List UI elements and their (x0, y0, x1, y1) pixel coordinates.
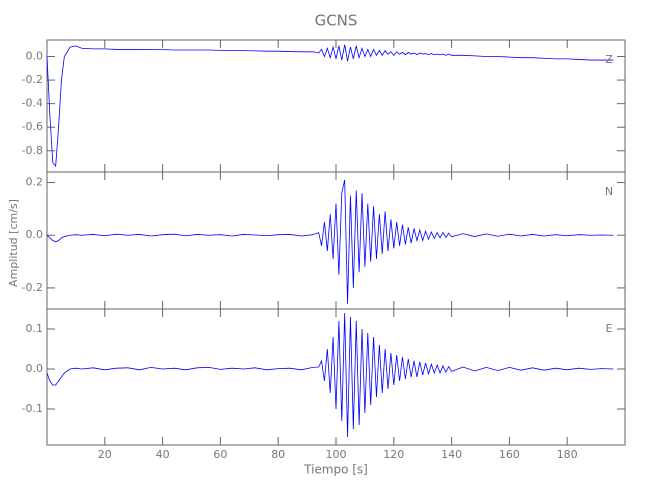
trace (46, 312, 614, 438)
y-tick-label: -0.6 (22, 120, 43, 133)
x-axis-label: Tiempo [s] (303, 463, 368, 477)
panel-frame (46, 308, 626, 446)
y-tick-label: 0.1 (26, 322, 44, 335)
y-tick-label: -0.2 (22, 281, 43, 294)
y-tick-label: -0.8 (22, 144, 43, 157)
x-tick-label: 100 (326, 448, 347, 461)
y-tick-label: 0.2 (26, 176, 44, 189)
y-tick-label: -0.4 (22, 97, 43, 110)
x-tick-label: 40 (156, 448, 170, 461)
x-tick-label: 140 (441, 448, 462, 461)
trace (46, 44, 614, 168)
component-label: E (606, 322, 613, 335)
component-label: N (605, 185, 613, 198)
y-tick-label: 0.0 (26, 228, 44, 241)
component-label: Z (605, 53, 613, 66)
x-tick-label: 20 (98, 448, 112, 461)
x-tick-label: 60 (213, 448, 227, 461)
x-tick-label: 120 (383, 448, 404, 461)
y-tick-label: -0.1 (22, 402, 43, 415)
chart-title: GCNS (315, 12, 358, 30)
y-tick-label: 0.0 (26, 362, 44, 375)
y-axis-label: Amplitud [cm/s] (7, 199, 20, 287)
x-tick-label: 180 (557, 448, 578, 461)
trace (46, 179, 614, 304)
y-tick-label: -0.2 (22, 73, 43, 86)
x-tick-label: 160 (499, 448, 520, 461)
y-tick-label: 0.0 (26, 50, 44, 63)
panel-frame (46, 39, 626, 173)
panel-frame (46, 171, 626, 310)
x-tick-label: 80 (271, 448, 285, 461)
